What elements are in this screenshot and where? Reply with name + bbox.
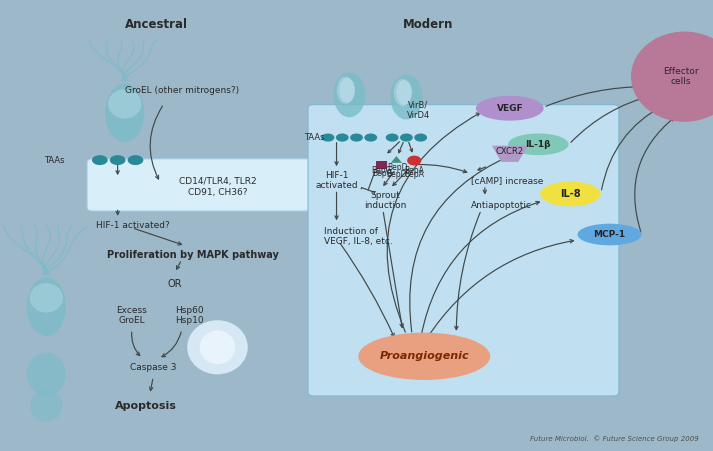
Ellipse shape [339, 78, 355, 102]
Ellipse shape [30, 390, 63, 422]
Text: BepD: BepD [388, 163, 408, 172]
Ellipse shape [476, 96, 543, 120]
Ellipse shape [364, 133, 377, 142]
Ellipse shape [578, 224, 642, 245]
Text: BepD: BepD [386, 170, 406, 179]
Text: Modern: Modern [403, 18, 453, 31]
Text: HIF-1 activated?: HIF-1 activated? [96, 221, 170, 230]
Text: Caspase 3: Caspase 3 [130, 363, 177, 372]
Ellipse shape [508, 133, 569, 155]
Ellipse shape [394, 79, 411, 106]
Ellipse shape [540, 182, 600, 207]
Text: BepA: BepA [404, 166, 424, 175]
Ellipse shape [110, 155, 125, 165]
Text: Proangiogenic: Proangiogenic [379, 351, 469, 361]
Ellipse shape [400, 133, 413, 142]
Polygon shape [492, 146, 528, 162]
Ellipse shape [386, 133, 399, 142]
Text: Apoptosis: Apoptosis [116, 401, 177, 411]
Text: TAAs: TAAs [43, 156, 64, 165]
Ellipse shape [396, 80, 412, 105]
Ellipse shape [337, 77, 354, 104]
Text: IL-8: IL-8 [560, 189, 580, 199]
Text: BepG: BepG [372, 169, 392, 178]
Text: Future Microbiol.  © Future Science Group 2009: Future Microbiol. © Future Science Group… [530, 435, 699, 442]
Text: Proliferation by MAPK pathway: Proliferation by MAPK pathway [106, 250, 279, 260]
FancyBboxPatch shape [308, 105, 619, 396]
Ellipse shape [631, 32, 713, 122]
Ellipse shape [336, 133, 349, 142]
Ellipse shape [26, 353, 66, 396]
Ellipse shape [26, 277, 66, 336]
Text: Effector
cells: Effector cells [663, 67, 699, 87]
Text: BepG: BepG [371, 166, 391, 175]
Text: HIF-1
activated: HIF-1 activated [315, 170, 358, 190]
Text: VirB/
VirD4: VirB/ VirD4 [407, 101, 430, 120]
Ellipse shape [30, 283, 63, 313]
Polygon shape [391, 156, 402, 163]
Ellipse shape [108, 89, 141, 119]
Bar [376, 161, 387, 169]
Ellipse shape [322, 133, 334, 142]
Ellipse shape [200, 330, 235, 364]
Text: IL-1β: IL-1β [525, 140, 551, 149]
Text: VEGF: VEGF [496, 104, 523, 113]
Ellipse shape [390, 74, 422, 120]
Text: TAAs: TAAs [304, 133, 324, 142]
Ellipse shape [106, 83, 144, 142]
Text: Hsp60
Hsp10: Hsp60 Hsp10 [175, 306, 203, 326]
Text: Sprout
induction: Sprout induction [364, 191, 406, 211]
Text: GroEL (other mitrogens?): GroEL (other mitrogens?) [125, 86, 239, 95]
Ellipse shape [333, 72, 366, 117]
Text: [cAMP] increase: [cAMP] increase [471, 176, 543, 185]
Ellipse shape [358, 333, 491, 380]
Ellipse shape [92, 155, 108, 165]
Text: CXCR2: CXCR2 [496, 147, 524, 156]
Ellipse shape [187, 320, 248, 374]
Text: Induction of
VEGF, IL-8, etc.: Induction of VEGF, IL-8, etc. [324, 227, 393, 247]
Text: OR: OR [168, 279, 182, 289]
Text: Antiapoptotic: Antiapoptotic [471, 201, 532, 210]
Ellipse shape [350, 133, 363, 142]
Text: Ancestral: Ancestral [125, 18, 188, 31]
FancyBboxPatch shape [87, 159, 348, 211]
Text: MCP-1: MCP-1 [593, 230, 626, 239]
Text: Excess
GroEL: Excess GroEL [116, 306, 148, 326]
Ellipse shape [128, 155, 143, 165]
Ellipse shape [407, 156, 421, 166]
Text: BepA: BepA [404, 170, 424, 179]
Text: CD14/TLR4, TLR2
CD91, CH36?: CD14/TLR4, TLR2 CD91, CH36? [179, 177, 256, 197]
Ellipse shape [414, 133, 427, 142]
